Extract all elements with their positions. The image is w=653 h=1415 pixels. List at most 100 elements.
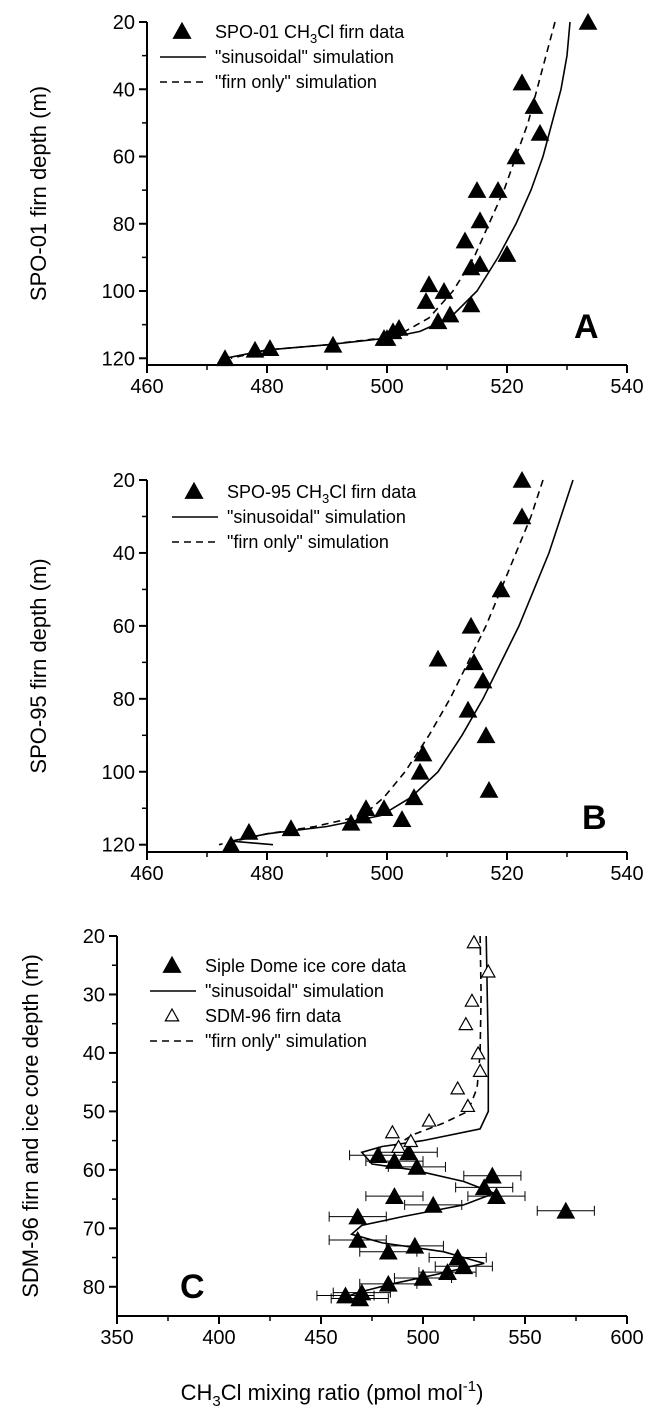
y-tick-label: 100 xyxy=(102,762,135,784)
x-tick-label: 480 xyxy=(250,863,283,885)
filled-triangle-point xyxy=(512,470,532,488)
filled-triangle-point xyxy=(341,813,361,831)
filled-triangle-point xyxy=(423,1195,443,1213)
filled-triangle-point xyxy=(473,671,493,689)
filled-triangle-point xyxy=(461,616,481,634)
filled-triangle-point xyxy=(578,12,598,30)
open-triangle-point xyxy=(384,1124,401,1139)
filled-triangle-point xyxy=(487,1187,506,1204)
filled-triangle-point xyxy=(374,329,394,346)
filled-triangle-point xyxy=(416,292,436,309)
filled-triangle-point xyxy=(389,318,409,336)
panel-letter: B xyxy=(582,799,607,837)
filled-triangle-point xyxy=(454,1257,474,1275)
legend-marker xyxy=(164,1007,180,1022)
filled-triangle-point xyxy=(405,1236,425,1254)
filled-triangle-point xyxy=(474,1178,494,1196)
filled-triangle-point xyxy=(407,1157,427,1175)
filled-triangle-point xyxy=(245,340,265,358)
filled-triangle-point xyxy=(482,1166,502,1184)
filled-triangle-point xyxy=(470,255,490,272)
y-tick-label: 40 xyxy=(113,79,135,101)
filled-triangle-point xyxy=(491,580,511,598)
panel-letter: C xyxy=(180,1268,205,1306)
legend-label: SPO-01 CH3Cl firn data xyxy=(215,22,405,46)
open-triangle-point xyxy=(466,934,482,949)
legend-marker xyxy=(162,955,182,973)
y-tick-label: 60 xyxy=(113,616,135,638)
panel-b: 460 480 500 520 540 20 40 60 80 100 120 SPO-95 firn… xyxy=(26,470,644,885)
x-tick-label: 350 xyxy=(100,1327,133,1349)
filled-triangle-point xyxy=(488,181,508,198)
filled-triangle-point xyxy=(385,1152,404,1169)
filled-triangle-point xyxy=(374,799,394,817)
filled-triangle-point xyxy=(413,1268,433,1286)
legend-marker xyxy=(184,481,204,499)
filled-triangle-point xyxy=(556,1201,576,1219)
x-tick-label: 540 xyxy=(610,863,643,885)
legend-label: Siple Dome ice core data xyxy=(205,956,407,976)
filled-triangle-point xyxy=(385,1187,404,1204)
filled-triangle-point xyxy=(353,806,373,824)
x-tick-label: 520 xyxy=(490,863,523,885)
series-line-3 xyxy=(393,935,482,1148)
legend-label: "firn only" simulation xyxy=(227,532,389,552)
legend-label: "sinusoidal" simulation xyxy=(227,507,406,527)
filled-triangle-point xyxy=(260,339,280,356)
filled-triangle-point xyxy=(512,507,532,525)
x-tick-label: 460 xyxy=(130,376,163,398)
filled-triangle-point xyxy=(221,835,241,853)
legend-label: "firn only" simulation xyxy=(205,1031,367,1051)
series-line-2 xyxy=(218,479,544,846)
filled-triangle-point xyxy=(368,1146,388,1164)
filled-triangle-point xyxy=(323,335,343,353)
legend-label: "firn only" simulation xyxy=(215,72,377,92)
open-triangle-point xyxy=(421,1112,437,1127)
filled-triangle-point xyxy=(419,275,439,293)
panel-a: 460 480 500 520 540 20 40 60 80 100 120 SPO-01 firn… xyxy=(26,12,644,398)
legend-label: SPO-95 CH3Cl firn data xyxy=(227,482,417,506)
y-tick-label: 100 xyxy=(102,281,135,303)
y-axis-title: SPO-01 firn depth (m) xyxy=(26,86,51,301)
x-tick-label: 460 xyxy=(130,863,163,885)
y-tick-label: 60 xyxy=(83,1160,105,1182)
filled-triangle-point xyxy=(378,1274,398,1292)
series-line-2 xyxy=(230,21,556,360)
panel-c: 350 400 450 500 550 600 20 30 40 50 60 70 80 SDM-96 f… xyxy=(18,926,644,1410)
y-tick-label: 20 xyxy=(113,470,135,492)
open-triangle-point xyxy=(458,1016,474,1031)
filled-triangle-point xyxy=(281,819,301,837)
filled-triangle-point xyxy=(428,649,448,667)
filled-triangle-point xyxy=(410,762,430,780)
y-tick-label: 70 xyxy=(83,1218,105,1240)
filled-triangle-point xyxy=(479,780,499,798)
y-axis-title: SPO-95 firn depth (m) xyxy=(26,558,51,773)
legend: SPO-01 CH3Cl firn data"sinusoidal" simul… xyxy=(160,21,405,92)
x-tick-label: 480 xyxy=(250,376,283,398)
filled-triangle-point xyxy=(413,744,433,762)
filled-triangle-point xyxy=(512,73,532,91)
filled-triangle-point xyxy=(348,1207,368,1225)
x-tick-label: 600 xyxy=(610,1327,643,1349)
filled-triangle-point xyxy=(336,1286,355,1304)
filled-triangle-point xyxy=(461,295,481,313)
legend-label: SDM-96 firn data xyxy=(205,1006,342,1026)
y-tick-label: 20 xyxy=(113,12,135,34)
filled-triangle-point xyxy=(464,653,484,671)
filled-triangle-point xyxy=(506,147,526,165)
filled-triangle-point xyxy=(470,211,490,229)
x-tick-label: 400 xyxy=(202,1327,235,1349)
open-triangle-point xyxy=(460,1098,476,1113)
y-tick-label: 40 xyxy=(83,1043,105,1065)
filled-triangle-point xyxy=(350,1289,370,1307)
filled-triangle-point xyxy=(428,312,448,330)
filled-triangle-point xyxy=(215,349,235,367)
open-triangle-point xyxy=(464,993,480,1007)
filled-triangle-point xyxy=(497,245,517,262)
x-tick-label: 500 xyxy=(406,1327,439,1349)
filled-triangle-point xyxy=(434,281,454,299)
legend: SPO-95 CH3Cl firn data"sinusoidal" simul… xyxy=(172,481,417,552)
open-triangle-point xyxy=(470,1045,486,1060)
filled-triangle-point xyxy=(348,1230,368,1248)
